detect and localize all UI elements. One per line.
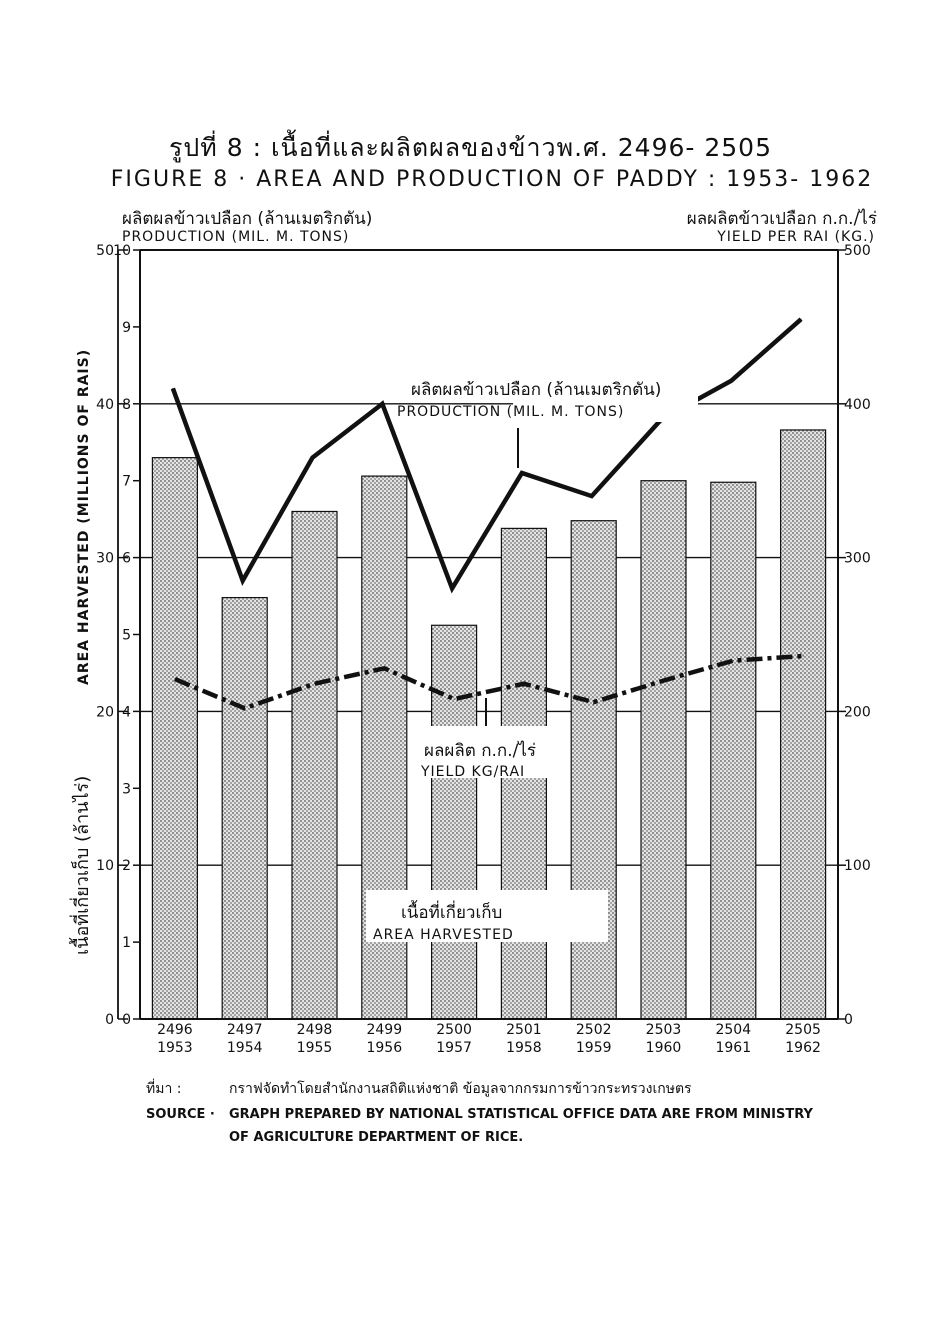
category-label-be: 2499 [366, 1022, 402, 1038]
production-tick-label: 8 [122, 397, 131, 413]
left-axis-area-label-thai: เนื้อที่เกี่ยวเก็บ (ล้านไร่) [69, 776, 93, 955]
category-label-ad: 1954 [227, 1040, 263, 1056]
production-tick-label: 5 [122, 628, 131, 644]
production-line [170, 317, 803, 594]
left-axis-area-label-english: AREA HARVESTED (MILLIONS OF RAIS) [76, 349, 92, 685]
area-tick-label: 40 [96, 397, 114, 413]
production-tick-label: 10 [113, 243, 131, 259]
area-tick-label: 20 [96, 704, 114, 720]
chart-title-thai: รูปที่ 8 : เนื้อที่และผลิตผลของข้าวพ.ศ. … [169, 133, 772, 162]
category-label-be: 2497 [227, 1022, 263, 1038]
production-point [242, 580, 244, 582]
yield-point [244, 707, 246, 709]
category-label-ad: 1957 [436, 1040, 472, 1056]
yield-line [174, 653, 804, 711]
production-series-label-english: PRODUCTION (MIL. M. TONS) [397, 404, 624, 420]
category-label-ad: 1958 [506, 1040, 542, 1056]
yield-tick-label: 0 [844, 1012, 853, 1028]
area-series-label-english: AREA HARVESTED [373, 927, 514, 943]
area-bar [431, 624, 478, 1020]
category-label-ad: 1959 [576, 1040, 612, 1056]
yield-point [663, 680, 664, 682]
area-bar [151, 457, 198, 1020]
yield-point [523, 683, 525, 685]
chart-title-english: FIGURE 8 · AREA AND PRODUCTION OF PADDY … [110, 167, 874, 192]
category-label-ad: 1961 [715, 1040, 751, 1056]
production-point [312, 457, 313, 459]
yield-tick-label: 200 [844, 704, 871, 720]
area-bar [779, 429, 827, 1020]
label-layer: 2496 1953 2497 1954 2498 1955 2499 1956 2500 1957… [157, 1022, 821, 1056]
production-tick-label: 7 [122, 474, 131, 490]
category-label-be: 2498 [297, 1022, 333, 1038]
area-bar [710, 481, 757, 1020]
left-axis-production-label-thai: ผลิตผลข้าวเปลือก (ล้านเมตริกตัน) [122, 209, 373, 229]
yield-tick-label: 500 [844, 243, 871, 259]
production-tick-label: 4 [122, 704, 131, 720]
production-tick-label: 6 [122, 551, 131, 567]
area-bar [221, 596, 268, 1020]
yield-tick-label: 100 [844, 858, 871, 874]
area-tick-label: 10 [96, 858, 114, 874]
production-series-label-thai: ผลิตผลข้าวเปลือก (ล้านเมตริกตัน) [411, 380, 661, 400]
category-label-be: 2502 [576, 1022, 612, 1038]
source-label-english: SOURCE · [146, 1107, 215, 1122]
category-label-ad: 1962 [785, 1040, 821, 1056]
category-label-be: 2503 [646, 1022, 682, 1038]
production-point [800, 318, 802, 320]
production-tick-label: 0 [122, 1012, 131, 1028]
left-axis-production-label-english: PRODUCTION (MIL. M. TONS) [122, 229, 350, 245]
yield-point [802, 655, 804, 657]
production-point [521, 472, 523, 474]
production-point [730, 380, 732, 382]
right-axis-yield-label-english: YIELD PER RAI (KG.) [717, 229, 875, 245]
yield-tick-label: 300 [844, 551, 871, 567]
area-tick-label: 50 [96, 243, 114, 259]
yield-series-label-thai: ผลผลิต ก.ก./ไร่ [424, 740, 536, 761]
yield-tick-label: 400 [844, 397, 871, 413]
yield-point [383, 667, 385, 669]
area-bar [291, 510, 338, 1020]
right-axis-yield-label-thai: ผลผลิตข้าวเปลือก ก.ก./ไร่ [686, 209, 877, 229]
production-point [451, 587, 453, 589]
source-text-english-line-2: OF AGRICULTURE DEPARTMENT OF RICE. [229, 1130, 524, 1145]
category-label-be: 2496 [157, 1022, 193, 1038]
yield-point [453, 698, 455, 700]
production-point [172, 387, 174, 389]
area-bar [640, 480, 687, 1020]
production-tick-label: 2 [122, 858, 131, 874]
yield-point [732, 660, 734, 662]
category-label-ad: 1956 [366, 1040, 402, 1056]
source-label-thai: ที่มา : [146, 1081, 182, 1097]
yield-point [314, 683, 315, 685]
category-label-be: 2500 [436, 1022, 472, 1038]
yield-series-label-english: YIELD KG/RAI [420, 764, 525, 780]
area-tick-label: 30 [96, 551, 114, 567]
production-point [381, 403, 383, 405]
category-label-be: 2501 [506, 1022, 542, 1038]
category-label-ad: 1953 [157, 1040, 193, 1056]
source-text-thai: กราฟจัดทำโดยสำนักงานสถิติแห่งชาติ ข้อมูล… [229, 1081, 692, 1097]
category-label-ad: 1960 [646, 1040, 682, 1056]
yield-point [174, 678, 176, 680]
production-tick-label: 3 [122, 781, 131, 797]
source-text-english-line-1: GRAPH PREPARED BY NATIONAL STATISTICAL O… [229, 1107, 813, 1122]
yield-point [593, 701, 595, 703]
area-series-label-thai: เนื้อที่เกี่ยวเก็บ [401, 900, 502, 923]
production-tick-label: 1 [122, 935, 131, 951]
production-point [591, 495, 593, 497]
area-bar [570, 520, 617, 1020]
category-label-be: 2505 [785, 1022, 821, 1038]
category-label-be: 2504 [715, 1022, 751, 1038]
category-label-ad: 1955 [297, 1040, 333, 1056]
area-tick-label: 0 [105, 1012, 114, 1028]
production-tick-label: 9 [122, 320, 131, 336]
